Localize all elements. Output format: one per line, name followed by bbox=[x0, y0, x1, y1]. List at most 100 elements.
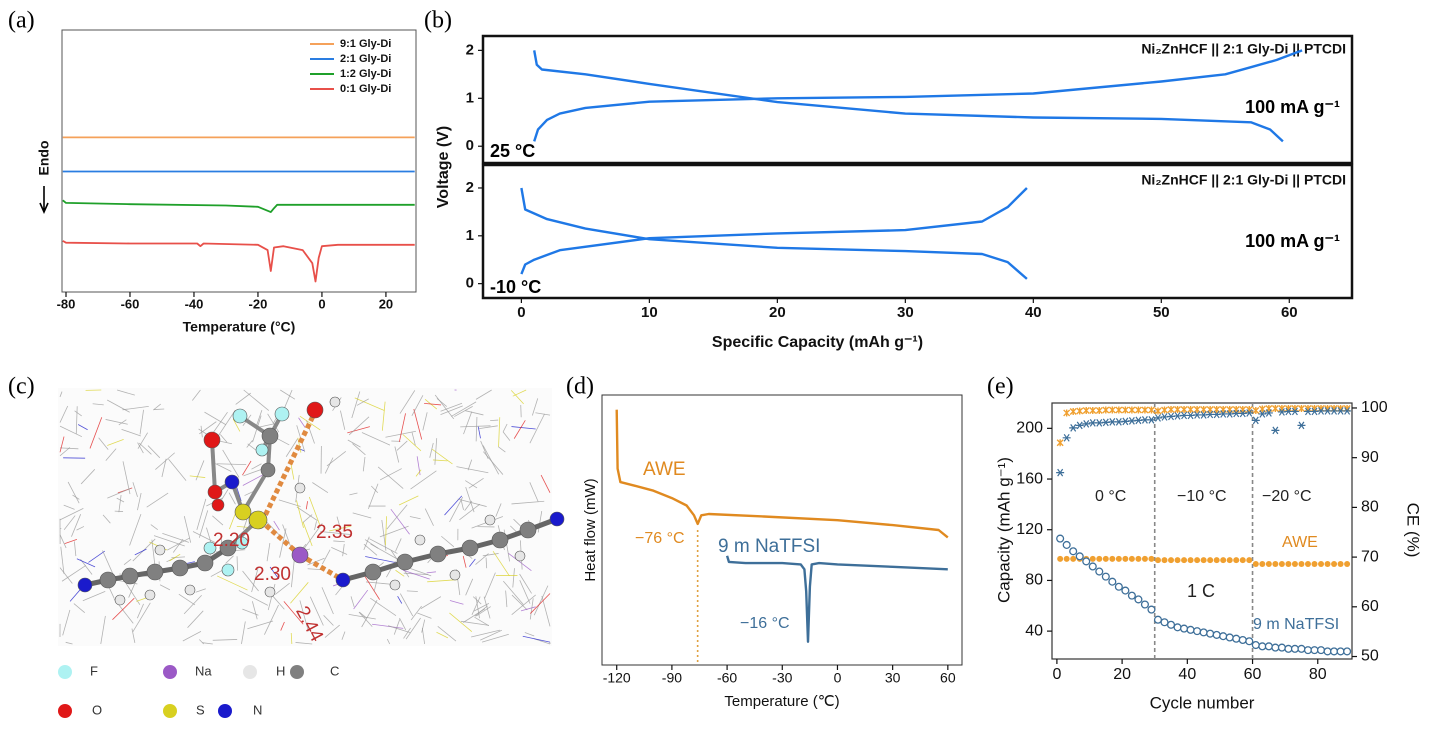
point bbox=[1245, 405, 1253, 413]
x-axis-label: Temperature (°C) bbox=[183, 319, 296, 335]
x-axis-label: Cycle number bbox=[1150, 693, 1255, 712]
solvent-bond bbox=[196, 498, 207, 531]
solvent-bond bbox=[312, 482, 329, 494]
atom bbox=[549, 511, 565, 527]
solvent-bond bbox=[308, 496, 321, 527]
point bbox=[1200, 557, 1207, 564]
solvent-bond bbox=[434, 394, 455, 420]
x-axis-label: Specific Capacity (mAh g⁻¹) bbox=[712, 334, 923, 351]
point bbox=[1290, 644, 1299, 653]
solvent-bond bbox=[529, 413, 545, 444]
solvent-bond bbox=[379, 468, 402, 481]
solvent-bond bbox=[102, 514, 111, 524]
point bbox=[1238, 635, 1247, 645]
point bbox=[1298, 560, 1305, 567]
solvent-bond bbox=[76, 558, 96, 568]
solvent-bond bbox=[529, 598, 534, 620]
legend-swatch bbox=[290, 665, 304, 679]
legend-label: O bbox=[92, 702, 102, 717]
atom bbox=[389, 579, 401, 591]
solvent-bond bbox=[200, 425, 203, 438]
x-tick-label: 20 bbox=[769, 304, 786, 321]
solvent-bond bbox=[342, 543, 345, 557]
endo-arrow bbox=[39, 186, 49, 214]
legend-label: N bbox=[253, 702, 262, 717]
solvent-bond bbox=[202, 642, 213, 645]
point bbox=[1114, 582, 1123, 591]
solvent-bond bbox=[420, 596, 442, 609]
solvent-bond bbox=[397, 595, 403, 604]
solvent-bond bbox=[314, 521, 317, 531]
solvent-bond bbox=[519, 573, 532, 594]
legend-swatch bbox=[58, 665, 72, 679]
solvent-bond bbox=[411, 432, 416, 446]
point bbox=[1193, 627, 1202, 636]
point bbox=[1089, 406, 1097, 414]
solvent-bond bbox=[251, 566, 259, 593]
solvent-bond bbox=[212, 639, 238, 641]
point bbox=[1213, 557, 1220, 564]
solvent-bond bbox=[421, 619, 426, 633]
annotation: AWE bbox=[643, 459, 686, 480]
point bbox=[1101, 572, 1110, 581]
point bbox=[1128, 555, 1135, 562]
point bbox=[1180, 405, 1188, 413]
solvent-bond bbox=[362, 456, 366, 472]
solvent-bond bbox=[396, 440, 408, 451]
point bbox=[1343, 647, 1352, 656]
solvent-bond bbox=[329, 525, 352, 532]
solvent-bond bbox=[398, 495, 419, 506]
solvent-bond bbox=[107, 488, 131, 499]
x-tick-label: 0 bbox=[517, 304, 525, 321]
point bbox=[1252, 560, 1259, 567]
point bbox=[1324, 560, 1331, 567]
solvent-bond bbox=[131, 628, 136, 643]
point bbox=[1187, 557, 1194, 564]
solvent-bond bbox=[241, 621, 246, 645]
atom bbox=[221, 563, 235, 577]
point bbox=[1082, 557, 1091, 566]
point bbox=[1181, 557, 1188, 564]
solvent-bond bbox=[354, 397, 385, 411]
solvent-bond bbox=[89, 417, 103, 449]
point bbox=[1251, 641, 1260, 650]
distance-label: 2.35 bbox=[316, 522, 353, 543]
point bbox=[1264, 642, 1273, 651]
solvent-bond bbox=[102, 550, 114, 575]
solvent-bond bbox=[440, 402, 463, 412]
point bbox=[1153, 615, 1163, 624]
solvent-bond bbox=[386, 638, 391, 645]
solvent-bond bbox=[399, 413, 406, 442]
solvent-bond bbox=[105, 448, 117, 461]
panel-label: (a) bbox=[8, 8, 35, 34]
solvent-bond bbox=[92, 403, 104, 406]
solvent-bond bbox=[216, 575, 248, 591]
molecule-image bbox=[58, 388, 565, 646]
x-tick-label: 10 bbox=[641, 304, 658, 321]
solvent-bond bbox=[475, 389, 492, 400]
point bbox=[1109, 555, 1116, 562]
solvent-bond bbox=[59, 405, 69, 423]
solvent-bond bbox=[242, 570, 259, 592]
solvent-bond bbox=[483, 596, 491, 619]
solvent-bond bbox=[333, 540, 345, 543]
solvent-bond bbox=[449, 496, 464, 523]
solvent-bond bbox=[73, 541, 77, 557]
point bbox=[1174, 405, 1182, 413]
point bbox=[1069, 424, 1078, 432]
point bbox=[1336, 647, 1345, 656]
solvent-bond bbox=[186, 561, 195, 564]
h-bond bbox=[259, 410, 318, 524]
solvent-bond bbox=[228, 492, 236, 505]
y-tick-label: 2 bbox=[466, 41, 474, 58]
point bbox=[1147, 416, 1156, 424]
solvent-bond bbox=[123, 579, 141, 605]
point bbox=[1264, 409, 1273, 417]
solvent-bond bbox=[459, 503, 481, 521]
solvent-bond bbox=[492, 550, 510, 577]
solvent-bond bbox=[242, 460, 252, 476]
solvent-bond bbox=[187, 610, 204, 628]
solvent-bond bbox=[510, 390, 524, 405]
y-tick-label: 80 bbox=[1025, 572, 1043, 589]
legend-label: 2:1 Gly-Di bbox=[340, 53, 391, 65]
